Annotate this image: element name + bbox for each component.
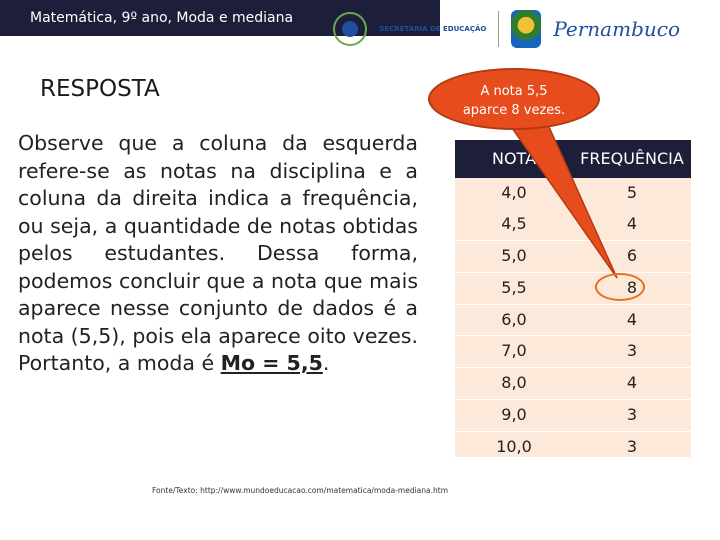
table-row: 4,5 4 (455, 209, 691, 240)
highlight-ring (595, 273, 645, 301)
frequencia-cell: 4 (626, 213, 638, 233)
frequencia-cell: 3 (626, 341, 638, 361)
callout-bubble: A nota 5,5 aparce 8 vezes. (428, 68, 600, 130)
secretaria-label: SECRETARIA DE EDUCAÇÃO (379, 25, 487, 33)
pernambuco-logo: Pernambuco (553, 18, 680, 40)
table-row: 9,0 3 (455, 399, 691, 431)
frequencia-cell: 4 (626, 309, 638, 329)
source-citation: Fonte/Texto: http://www.mundoeducacao.co… (152, 486, 449, 495)
nota-cell: 5,5 (501, 277, 527, 297)
frequencia-cell: 3 (626, 437, 638, 457)
table-header: NOTA FREQUÊNCIA (455, 140, 691, 178)
secretaria-seal-icon (333, 12, 368, 46)
frequencia-cell: 4 (626, 373, 638, 393)
nota-cell: 7,0 (501, 341, 527, 361)
nota-cell: 10,0 (496, 437, 532, 457)
pernambuco-logo-text: Pernambuco (553, 17, 680, 41)
frequencia-cell: 5 (626, 183, 638, 202)
pernambuco-emblem-icon (511, 10, 542, 48)
logos: SECRETARIA DE EDUCAÇÃO Pernambuco (333, 6, 680, 52)
nota-cell: 4,0 (501, 183, 527, 202)
explanation-text: Observe que a coluna da esquerda refere-… (18, 131, 418, 375)
column-header-frequencia: FREQUÊNCIA (580, 149, 684, 168)
nota-cell: 9,0 (501, 405, 527, 425)
callout-line-2: aparce 8 vezes. (462, 103, 566, 118)
frequencia-cell: 6 (626, 245, 638, 265)
nota-cell: 6,0 (501, 309, 527, 329)
mode-answer: Mo = 5,5 (220, 351, 323, 375)
callout-tail (503, 117, 618, 279)
column-header-nota: NOTA (491, 149, 537, 168)
table-row: 6,0 4 (455, 303, 691, 336)
explanation-paragraph: Observe que a coluna da esquerda refere-… (18, 130, 418, 378)
table-row: 10,0 3 (455, 431, 691, 463)
nota-cell: 5,0 (501, 245, 527, 265)
section-heading: RESPOSTA (40, 76, 160, 102)
callout-line-1: A nota 5,5 (480, 84, 548, 99)
table-row: 7,0 3 (455, 335, 691, 367)
table-row: 8,0 4 (455, 367, 691, 399)
nota-cell: 4,5 (501, 213, 527, 233)
answer-suffix: . (322, 351, 330, 375)
table-row: 5,0 6 (455, 239, 691, 272)
logo-divider (498, 11, 500, 47)
top-banner: Matemática, 9º ano, Moda e mediana SECRE… (0, 0, 720, 62)
table-row: 4,0 5 (455, 178, 691, 209)
nota-cell: 8,0 (501, 373, 527, 393)
frequencia-cell: 3 (626, 405, 638, 425)
